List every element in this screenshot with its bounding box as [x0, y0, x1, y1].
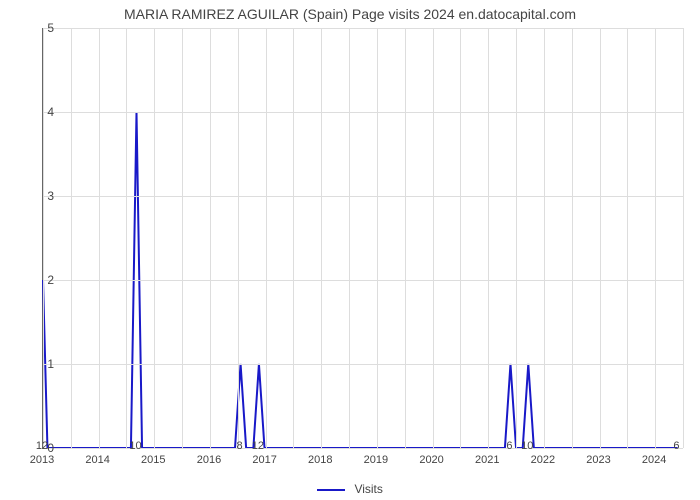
plot-area [42, 28, 683, 449]
x-month-label: 10 [129, 440, 141, 452]
vertical-gridline [572, 28, 573, 448]
vertical-gridline [99, 28, 100, 448]
vertical-gridline [238, 28, 239, 448]
x-month-label: 6 [506, 440, 512, 452]
vertical-gridline [293, 28, 294, 448]
vertical-gridline [488, 28, 489, 448]
x-year-label: 2024 [642, 454, 666, 466]
horizontal-gridline [43, 28, 683, 29]
y-tick-label: 4 [24, 105, 54, 119]
vertical-gridline [71, 28, 72, 448]
y-tick-label: 3 [24, 189, 54, 203]
x-year-label: 2018 [308, 454, 332, 466]
y-tick-label: 2 [24, 273, 54, 287]
horizontal-gridline [43, 112, 683, 113]
vertical-gridline [460, 28, 461, 448]
legend: Visits [0, 482, 700, 496]
vertical-gridline [627, 28, 628, 448]
x-month-label: 10 [521, 440, 533, 452]
chart-title: MARIA RAMIREZ AGUILAR (Spain) Page visit… [0, 6, 700, 22]
x-year-label: 2019 [364, 454, 388, 466]
visits-line-series [43, 28, 683, 448]
horizontal-gridline [43, 196, 683, 197]
vertical-gridline [43, 28, 44, 448]
y-tick-label: 5 [24, 21, 54, 35]
vertical-gridline [433, 28, 434, 448]
y-tick-label: 1 [24, 357, 54, 371]
vertical-gridline [655, 28, 656, 448]
x-year-label: 2015 [141, 454, 165, 466]
vertical-gridline [377, 28, 378, 448]
x-year-label: 2014 [85, 454, 109, 466]
vertical-gridline [266, 28, 267, 448]
x-year-label: 2021 [475, 454, 499, 466]
vertical-gridline [405, 28, 406, 448]
x-month-label: 12 [252, 440, 264, 452]
vertical-gridline [600, 28, 601, 448]
vertical-gridline [516, 28, 517, 448]
x-year-label: 2013 [30, 454, 54, 466]
x-month-label: 12 [36, 440, 48, 452]
vertical-gridline [154, 28, 155, 448]
vertical-gridline [683, 28, 684, 448]
vertical-gridline [544, 28, 545, 448]
x-year-label: 2020 [419, 454, 443, 466]
vertical-gridline [349, 28, 350, 448]
vertical-gridline [126, 28, 127, 448]
legend-swatch [317, 489, 345, 491]
x-year-label: 2022 [531, 454, 555, 466]
horizontal-gridline [43, 280, 683, 281]
legend-label: Visits [354, 482, 382, 496]
x-year-label: 2023 [586, 454, 610, 466]
visits-chart: MARIA RAMIREZ AGUILAR (Spain) Page visit… [0, 0, 700, 500]
x-year-label: 2016 [197, 454, 221, 466]
horizontal-gridline [43, 364, 683, 365]
vertical-gridline [321, 28, 322, 448]
vertical-gridline [182, 28, 183, 448]
x-month-label: 6 [673, 440, 679, 452]
vertical-gridline [210, 28, 211, 448]
x-year-label: 2017 [252, 454, 276, 466]
x-month-label: 8 [237, 440, 243, 452]
